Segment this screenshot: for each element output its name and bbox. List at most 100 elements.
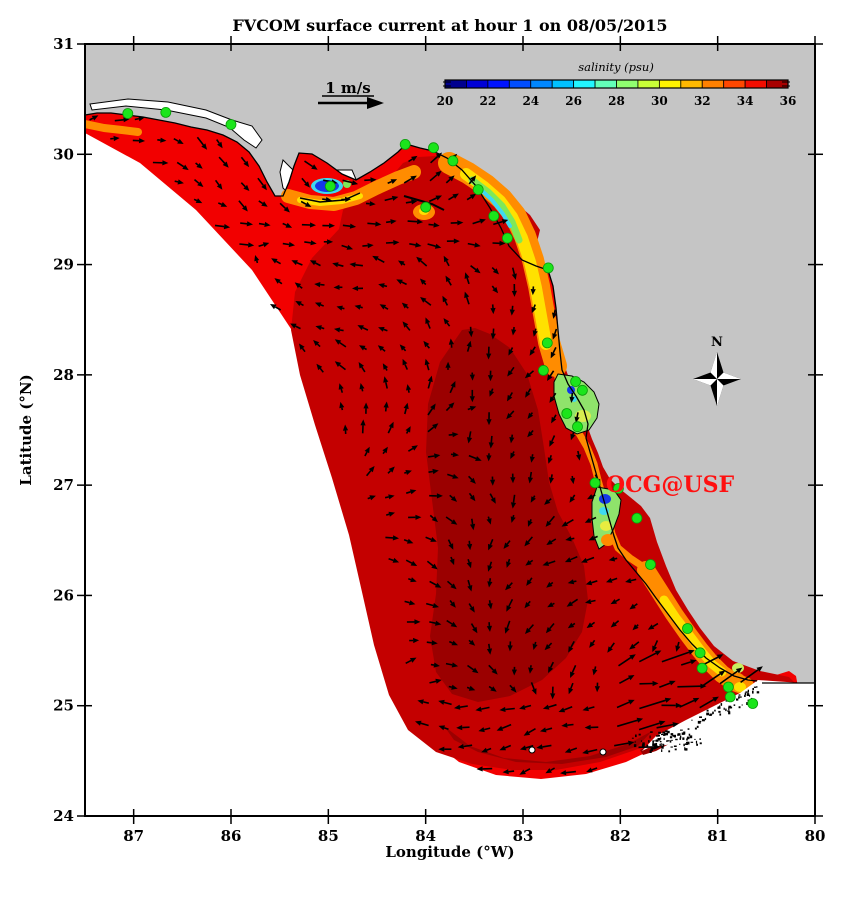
- station-dot: [577, 384, 588, 396]
- current-vector: [467, 664, 475, 671]
- current-vector-head: [443, 318, 450, 325]
- current-vector-head: [632, 624, 639, 631]
- current-vector-head: [372, 255, 379, 261]
- current-vector-head: [291, 260, 298, 266]
- current-vector-head: [409, 657, 417, 663]
- current-vector-head: [524, 602, 531, 609]
- y-tick-label: 27: [53, 476, 74, 494]
- axes-box: [84, 43, 816, 817]
- current-vector: [550, 538, 557, 543]
- current-vector-head: [469, 639, 476, 646]
- current-vector: [506, 620, 511, 629]
- station-dot: [747, 698, 759, 709]
- current-vector: [614, 557, 618, 560]
- current-vector-head: [196, 163, 203, 169]
- current-vector-head: [248, 242, 255, 248]
- current-vector: [551, 435, 556, 442]
- compass-label: N: [711, 335, 723, 350]
- current-vector-head: [499, 240, 506, 246]
- current-vector-head: [486, 353, 492, 360]
- current-vector: [527, 388, 532, 393]
- current-vector: [510, 347, 514, 351]
- current-vector: [443, 727, 449, 731]
- current-vector-head: [162, 160, 169, 166]
- scale-vector: 1 m/s: [318, 79, 384, 109]
- current-vector-head: [532, 330, 538, 337]
- current-vector: [426, 364, 430, 371]
- current-vector-head: [499, 745, 506, 751]
- current-vector: [427, 408, 434, 416]
- current-vector-head: [664, 697, 672, 703]
- current-vector: [446, 322, 451, 327]
- current-vector: [404, 471, 407, 474]
- current-vector-head: [487, 565, 493, 572]
- current-vector-head: [549, 440, 555, 447]
- colorbar-segment: [551, 79, 575, 89]
- current-vector-head: [487, 603, 493, 610]
- current-vector: [594, 666, 597, 670]
- current-vector: [214, 224, 225, 228]
- current-vector: [509, 392, 513, 397]
- current-vector-head: [647, 624, 655, 630]
- current-vector: [572, 494, 576, 499]
- current-vector: [489, 538, 494, 546]
- colorbar-frame: [444, 79, 789, 89]
- current-vector: [549, 455, 552, 459]
- current-vector: [525, 744, 534, 749]
- current-vector: [702, 673, 721, 687]
- y-tick-label: 25: [53, 697, 74, 715]
- current-vector: [591, 621, 596, 626]
- current-vector-head: [692, 697, 700, 703]
- current-vector: [445, 260, 450, 267]
- current-vector-head: [304, 181, 310, 188]
- current-vectors: [89, 115, 763, 776]
- current-vector: [408, 158, 413, 163]
- current-vector-head: [467, 585, 473, 592]
- current-vector-head: [545, 768, 552, 774]
- current-vector: [509, 684, 514, 689]
- florida-keys-islands: [528, 686, 760, 756]
- colorbar-segment: [637, 79, 660, 89]
- current-vector: [552, 602, 555, 606]
- current-vector-head: [464, 272, 470, 279]
- current-vector: [339, 364, 346, 371]
- current-vector-head: [545, 627, 552, 634]
- current-vector-head: [197, 181, 204, 187]
- current-vector-head: [351, 180, 359, 186]
- bay-salinity-patch: [600, 521, 612, 531]
- current-vector-head: [531, 306, 537, 314]
- current-vector: [385, 368, 388, 371]
- current-vector-head: [566, 601, 574, 607]
- current-vector-head: [382, 446, 388, 454]
- station-dot: [428, 142, 439, 154]
- current-vector: [533, 495, 536, 498]
- current-vector-head: [475, 706, 482, 712]
- current-vector: [501, 723, 512, 730]
- current-vector-head: [411, 199, 418, 205]
- current-vector: [342, 224, 351, 227]
- current-vector: [405, 201, 412, 204]
- current-vector-head: [472, 626, 478, 634]
- current-vector: [176, 161, 185, 168]
- bay-salinity-patch: [599, 494, 611, 504]
- current-vector-head: [334, 361, 342, 367]
- compass-rose: N: [693, 335, 741, 406]
- current-vector: [488, 600, 491, 604]
- current-vector: [114, 119, 124, 122]
- current-vector-head: [511, 329, 517, 336]
- current-vector-head: [688, 649, 695, 655]
- current-vector: [405, 305, 409, 309]
- current-vector: [423, 282, 427, 286]
- station-dot: [472, 184, 484, 196]
- current-vector-head: [509, 309, 515, 316]
- current-vector-head: [415, 720, 422, 726]
- current-vector: [593, 535, 598, 539]
- current-vector: [427, 426, 435, 433]
- current-vector-head: [690, 659, 697, 665]
- current-vector-head: [582, 706, 589, 712]
- current-vector: [550, 767, 555, 771]
- current-vector-head: [346, 244, 354, 250]
- current-vector: [274, 306, 282, 311]
- current-vector-head: [345, 196, 352, 202]
